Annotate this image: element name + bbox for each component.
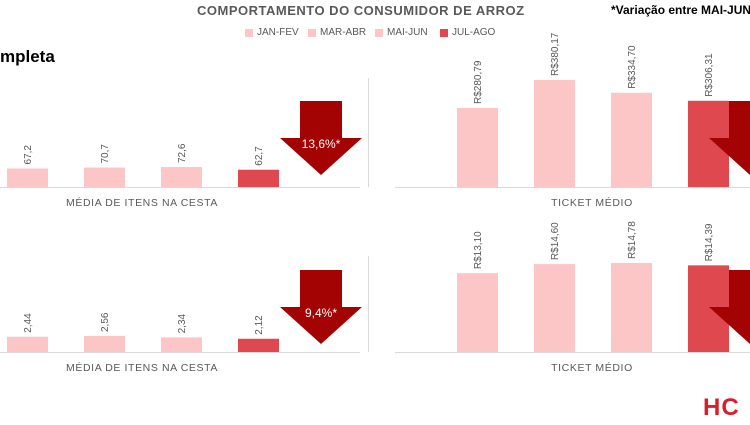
chart-2: R$280,79 R$380,17 R$334,70 R$306,31 TICKET M… — [395, 32, 750, 209]
data-label: 70,7 — [100, 144, 111, 164]
data-label: R$280,79 — [473, 60, 484, 104]
data-label: 72,6 — [177, 143, 188, 163]
down-arrow-icon — [709, 270, 750, 344]
legend-swatch — [375, 28, 383, 37]
down-arrow-icon — [280, 270, 362, 344]
legend-swatch — [245, 28, 253, 37]
data-label: 2,12 — [254, 315, 265, 335]
legend-label: JUL-AGO — [452, 27, 496, 38]
bar-mar-abr — [534, 264, 575, 352]
bar-jan-fev — [457, 107, 498, 187]
data-label: R$14,78 — [627, 221, 638, 259]
data-label: R$14,39 — [704, 223, 715, 261]
bar-mai-jun — [611, 92, 652, 187]
variation-note: *Variação entre MAI-JUN — [611, 3, 750, 17]
legend-item-jan-fev: JAN-FEV — [245, 27, 299, 38]
bar-jul-ago — [238, 169, 279, 187]
chart-3: 2,44 2,56 2,34 2,12 MÉDIA DE ITENS NA CESTA 9… — [0, 270, 362, 374]
bar-mar-abr — [534, 80, 575, 187]
section-label: mpleta — [0, 47, 55, 66]
chart-1: 67,2 70,7 72,6 62,7 MÉDIA DE ITENS NA CESTA 1… — [0, 101, 362, 209]
axis-label: TICKET MÉDIO — [551, 196, 633, 209]
data-label: 67,2 — [23, 145, 34, 165]
axis-label: MÉDIA DE ITENS NA CESTA — [66, 196, 218, 209]
bar-mai-jun — [611, 263, 652, 352]
axis-label: MÉDIA DE ITENS NA CESTA — [66, 361, 218, 374]
bar-jul-ago — [238, 338, 279, 352]
legend-item-mar-abr: MAR-ABR — [308, 27, 366, 38]
data-label: R$334,70 — [627, 45, 638, 89]
down-arrow-icon — [709, 101, 750, 175]
data-label: R$14,60 — [550, 222, 561, 260]
legend-label: MAI-JUN — [387, 27, 428, 38]
data-label: 2,34 — [177, 313, 188, 333]
data-label: 2,56 — [100, 312, 111, 332]
data-label: R$13,10 — [473, 231, 484, 269]
bar-jan-fev — [457, 273, 498, 352]
legend-label: JAN-FEV — [257, 27, 299, 38]
legend-label: MAR-ABR — [320, 27, 367, 38]
down-arrow-icon — [280, 101, 362, 175]
bar-jan-fev — [7, 336, 48, 352]
chart-4: R$13,10 R$14,60 R$14,78 R$14,39 TICKET MÉDIO — [395, 221, 750, 374]
axis-label: TICKET MÉDIO — [551, 361, 633, 374]
bar-mar-abr — [84, 336, 125, 352]
data-label: R$380,17 — [550, 32, 561, 76]
data-label: R$306,31 — [704, 53, 715, 97]
legend-item-jul-ago: JUL-AGO — [440, 27, 495, 38]
variation-label: 9,4%* — [305, 306, 337, 320]
legend-item-mai-jun: MAI-JUN — [375, 27, 428, 38]
bar-jan-fev — [7, 168, 48, 187]
legend-swatch — [308, 28, 316, 37]
chart-title: COMPORTAMENTO DO CONSUMIDOR DE ARROZ — [197, 3, 525, 18]
bar-mai-jun — [161, 337, 202, 352]
data-label: 62,7 — [254, 146, 265, 166]
variation-label: 13,6%* — [302, 137, 341, 151]
brand-logo: HC — [703, 394, 740, 421]
legend-swatch — [440, 28, 448, 37]
data-label: 2,44 — [23, 313, 34, 333]
bar-mai-jun — [161, 167, 202, 187]
bar-mar-abr — [84, 167, 125, 187]
